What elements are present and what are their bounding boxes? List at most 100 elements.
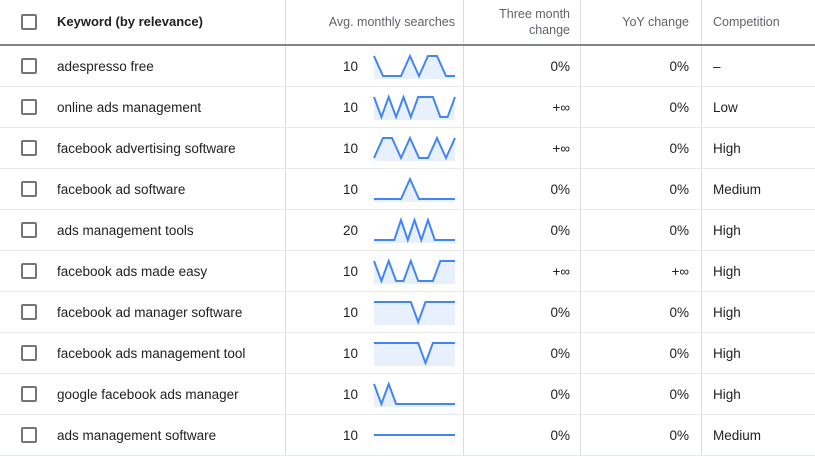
competition-value: Medium <box>713 181 762 197</box>
avg-monthly-searches-cell: 10 <box>285 415 463 455</box>
row-checkbox[interactable] <box>21 222 37 238</box>
competition-cell: High <box>701 251 815 291</box>
avg-monthly-searches-value: 10 <box>342 427 358 443</box>
yoy-change-value: 0% <box>669 427 689 443</box>
competition-value: Low <box>713 99 738 115</box>
competition-cell: High <box>701 128 815 168</box>
row-checkbox[interactable] <box>21 386 37 402</box>
row-checkbox[interactable] <box>21 345 37 361</box>
row-checkbox-cell <box>0 333 57 373</box>
competition-cell: High <box>701 374 815 414</box>
avg-monthly-searches-value: 10 <box>342 58 358 74</box>
competition-cell: Medium <box>701 169 815 209</box>
three-month-change-value: 0% <box>550 222 570 238</box>
row-checkbox[interactable] <box>21 263 37 279</box>
competition-value: High <box>713 263 741 279</box>
avg-monthly-searches-cell: 10 <box>285 128 463 168</box>
avg-monthly-searches-value: 10 <box>342 304 358 320</box>
row-checkbox-cell <box>0 128 57 168</box>
table-row: facebook ads management tool 10 0% 0% Hi… <box>0 333 815 374</box>
trend-sparkline <box>374 176 455 202</box>
competition-cell: High <box>701 292 815 332</box>
three-month-change-value: +∞ <box>552 140 570 156</box>
row-checkbox[interactable] <box>21 427 37 443</box>
three-month-change-cell: +∞ <box>463 87 580 127</box>
keyword-label: facebook advertising software <box>57 140 236 156</box>
avg-monthly-searches-cell: 10 <box>285 333 463 373</box>
column-header-keyword[interactable]: Keyword (by relevance) <box>57 0 285 44</box>
avg-monthly-searches-value: 10 <box>342 181 358 197</box>
three-month-change-value: 0% <box>550 386 570 402</box>
keyword-label: google facebook ads manager <box>57 386 239 402</box>
row-checkbox[interactable] <box>21 140 37 156</box>
competition-value: High <box>713 386 741 402</box>
yoy-change-cell: 0% <box>580 374 701 414</box>
row-checkbox[interactable] <box>21 99 37 115</box>
avg-monthly-searches-cell: 10 <box>285 46 463 86</box>
avg-monthly-searches-value: 10 <box>342 99 358 115</box>
three-month-change-cell: 0% <box>463 292 580 332</box>
keyword-label: facebook ad software <box>57 181 186 197</box>
row-checkbox[interactable] <box>21 181 37 197</box>
table-row: online ads management 10 +∞ 0% Low <box>0 87 815 128</box>
trend-sparkline <box>374 299 455 325</box>
yoy-change-value: 0% <box>669 345 689 361</box>
yoy-change-cell: 0% <box>580 333 701 373</box>
select-all-checkbox[interactable] <box>21 14 37 30</box>
column-header-competition[interactable]: Competition <box>701 0 815 44</box>
three-month-change-value: 0% <box>550 58 570 74</box>
three-month-change-value: 0% <box>550 345 570 361</box>
column-header-keyword-label: Keyword (by relevance) <box>57 14 203 29</box>
yoy-change-value: 0% <box>669 140 689 156</box>
yoy-change-value: 0% <box>669 181 689 197</box>
keyword-label: facebook ads made easy <box>57 263 208 279</box>
row-checkbox-cell <box>0 415 57 455</box>
column-header-avg-monthly-searches[interactable]: Avg. monthly searches <box>285 0 463 44</box>
yoy-change-cell: 0% <box>580 128 701 168</box>
three-month-change-cell: 0% <box>463 169 580 209</box>
column-header-yoy-change[interactable]: YoY change <box>580 0 701 44</box>
yoy-change-cell: 0% <box>580 292 701 332</box>
competition-value: Medium <box>713 427 762 443</box>
three-month-change-value: 0% <box>550 427 570 443</box>
competition-value: High <box>713 140 741 156</box>
row-checkbox[interactable] <box>21 58 37 74</box>
three-month-change-cell: 0% <box>463 374 580 414</box>
yoy-change-cell: 0% <box>580 210 701 250</box>
keyword-cell: facebook ads management tool <box>57 333 285 373</box>
column-header-three-month-change[interactable]: Three month change <box>463 0 580 44</box>
keyword-label: ads management software <box>57 427 217 443</box>
avg-monthly-searches-value: 10 <box>342 386 358 402</box>
yoy-change-cell: 0% <box>580 415 701 455</box>
row-checkbox-cell <box>0 374 57 414</box>
row-checkbox[interactable] <box>21 304 37 320</box>
competition-cell: Low <box>701 87 815 127</box>
yoy-change-value: +∞ <box>671 263 689 279</box>
keyword-cell: facebook ad manager software <box>57 292 285 332</box>
yoy-change-value: 0% <box>669 386 689 402</box>
keyword-cell: ads management tools <box>57 210 285 250</box>
yoy-change-value: 0% <box>669 58 689 74</box>
keyword-label: facebook ads management tool <box>57 345 246 361</box>
avg-monthly-searches-value: 10 <box>342 263 358 279</box>
table-row: ads management software 10 0% 0% Medium <box>0 415 815 456</box>
three-month-change-cell: 0% <box>463 415 580 455</box>
column-header-competition-label: Competition <box>713 15 780 29</box>
row-checkbox-cell <box>0 46 57 86</box>
competition-cell: Medium <box>701 415 815 455</box>
keyword-cell: facebook ad software <box>57 169 285 209</box>
keyword-cell: google facebook ads manager <box>57 374 285 414</box>
trend-sparkline <box>373 135 456 161</box>
avg-monthly-searches-cell: 10 <box>285 292 463 332</box>
trend-sparkline <box>374 422 455 448</box>
keyword-cell: online ads management <box>57 87 285 127</box>
yoy-change-value: 0% <box>669 99 689 115</box>
competition-cell: High <box>701 333 815 373</box>
row-checkbox-cell <box>0 210 57 250</box>
table-row: facebook ads made easy 10 +∞ +∞ High <box>0 251 815 292</box>
keyword-cell: facebook advertising software <box>57 128 285 168</box>
competition-value: High <box>713 304 741 320</box>
table-body: adespresso free 10 0% 0% – online ads ma… <box>0 46 815 456</box>
yoy-change-cell: +∞ <box>580 251 701 291</box>
